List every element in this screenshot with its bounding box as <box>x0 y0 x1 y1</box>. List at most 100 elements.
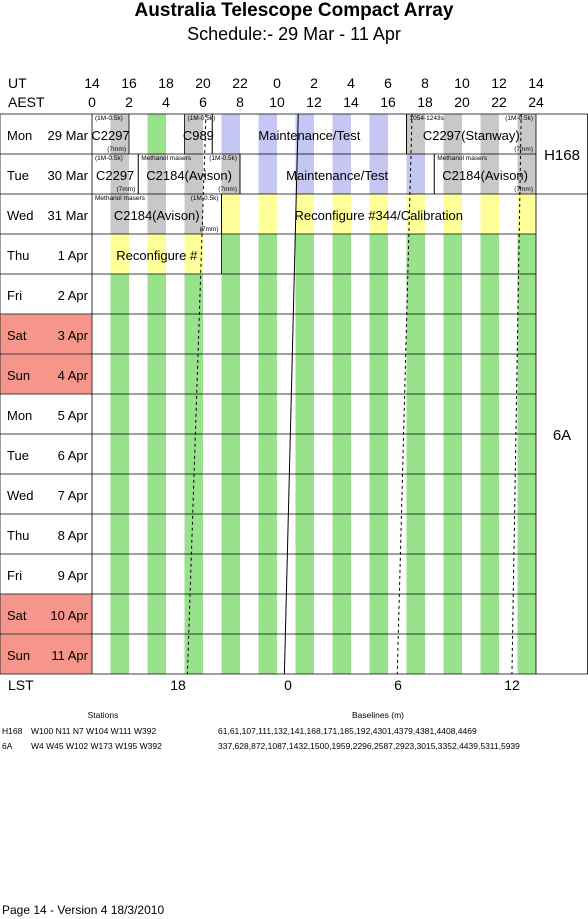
green-band <box>369 634 388 674</box>
ut-tick: 6 <box>384 75 392 91</box>
block-stripe <box>517 194 536 234</box>
green-band <box>443 634 462 674</box>
green-band <box>369 274 388 314</box>
green-band <box>369 434 388 474</box>
aest-tick: 22 <box>491 94 507 110</box>
block-note: (7mm) <box>200 226 219 233</box>
day-name: Fri <box>7 288 22 303</box>
green-band <box>258 314 277 354</box>
green-band <box>221 314 240 354</box>
green-band <box>443 594 462 634</box>
block-stripe <box>443 194 462 234</box>
weekend-cell <box>0 634 92 674</box>
green-band <box>517 274 536 314</box>
aest-tick: 14 <box>343 94 359 110</box>
green-band <box>517 234 536 274</box>
green-band <box>147 634 166 674</box>
block-stripe <box>184 194 203 234</box>
green-band <box>517 634 536 674</box>
green-band <box>110 394 129 434</box>
green-band <box>480 354 499 394</box>
green-band <box>369 234 388 274</box>
aest-tick: 0 <box>88 94 96 110</box>
green-band <box>443 514 462 554</box>
day-date: 3 Apr <box>58 328 89 343</box>
green-band <box>406 634 425 674</box>
green-band <box>295 314 314 354</box>
green-band <box>480 234 499 274</box>
green-band <box>443 274 462 314</box>
green-band <box>184 554 203 594</box>
green-band <box>221 634 240 674</box>
green-band <box>147 114 166 154</box>
green-band <box>110 354 129 394</box>
block-label: Maintenance/Test <box>286 168 388 183</box>
green-band <box>221 434 240 474</box>
aest-tick: 24 <box>528 94 544 110</box>
block-stripe <box>147 234 166 274</box>
day-name: Mon <box>7 128 32 143</box>
green-band <box>369 394 388 434</box>
green-band <box>332 594 351 634</box>
green-band <box>517 314 536 354</box>
green-band <box>221 274 240 314</box>
block-stripe <box>295 154 314 194</box>
block-note: (7mm) <box>514 186 533 193</box>
green-band <box>258 354 277 394</box>
green-band <box>295 554 314 594</box>
block-stripe <box>110 154 129 194</box>
green-band <box>147 394 166 434</box>
weekend-cell <box>0 314 92 354</box>
green-band <box>295 434 314 474</box>
green-band <box>332 474 351 514</box>
block-stripe <box>221 114 240 154</box>
block-stripe <box>369 194 388 234</box>
day-name: Sat <box>7 328 27 343</box>
aest-tick: 18 <box>417 94 433 110</box>
block-stripe <box>406 194 425 234</box>
green-band <box>369 554 388 594</box>
green-band <box>517 394 536 434</box>
weekend-cell <box>0 594 92 634</box>
ut-tick: 18 <box>158 75 174 91</box>
page-subtitle: Schedule:- 29 Mar - 11 Apr <box>187 24 401 44</box>
green-band <box>295 274 314 314</box>
green-band <box>110 474 129 514</box>
block-label: C2297 <box>91 128 129 143</box>
green-band <box>517 514 536 554</box>
ut-tick: 14 <box>528 75 544 91</box>
green-band <box>369 314 388 354</box>
green-band <box>295 474 314 514</box>
block-label: C2184(Avison) <box>146 168 232 183</box>
day-name: Thu <box>7 528 29 543</box>
green-band <box>480 554 499 594</box>
green-band <box>258 394 277 434</box>
green-band <box>184 634 203 674</box>
block-stripe <box>443 114 462 154</box>
green-band <box>221 394 240 434</box>
day-name: Sun <box>7 368 30 383</box>
block-note: (1M-0.5k) <box>95 155 123 162</box>
block-note: 1054-1243s <box>410 115 445 122</box>
day-name: Thu <box>7 248 29 263</box>
day-date: 30 Mar <box>48 168 89 183</box>
block-stripe <box>295 114 314 154</box>
day-date: 11 Apr <box>51 648 88 663</box>
day-name: Mon <box>7 408 32 423</box>
green-band <box>147 514 166 554</box>
green-band <box>221 234 240 274</box>
green-band <box>110 594 129 634</box>
green-band <box>110 554 129 594</box>
ut-tick: 12 <box>491 75 507 91</box>
green-band <box>258 594 277 634</box>
green-band <box>406 474 425 514</box>
green-band <box>110 634 129 674</box>
green-band <box>369 594 388 634</box>
green-band <box>443 554 462 594</box>
weekend-cell <box>0 354 92 394</box>
aest-tick: 16 <box>380 94 396 110</box>
page-title: Australia Telescope Compact Array <box>134 0 454 21</box>
config-name: 6A <box>553 427 571 444</box>
ut-tick: 4 <box>347 75 355 91</box>
